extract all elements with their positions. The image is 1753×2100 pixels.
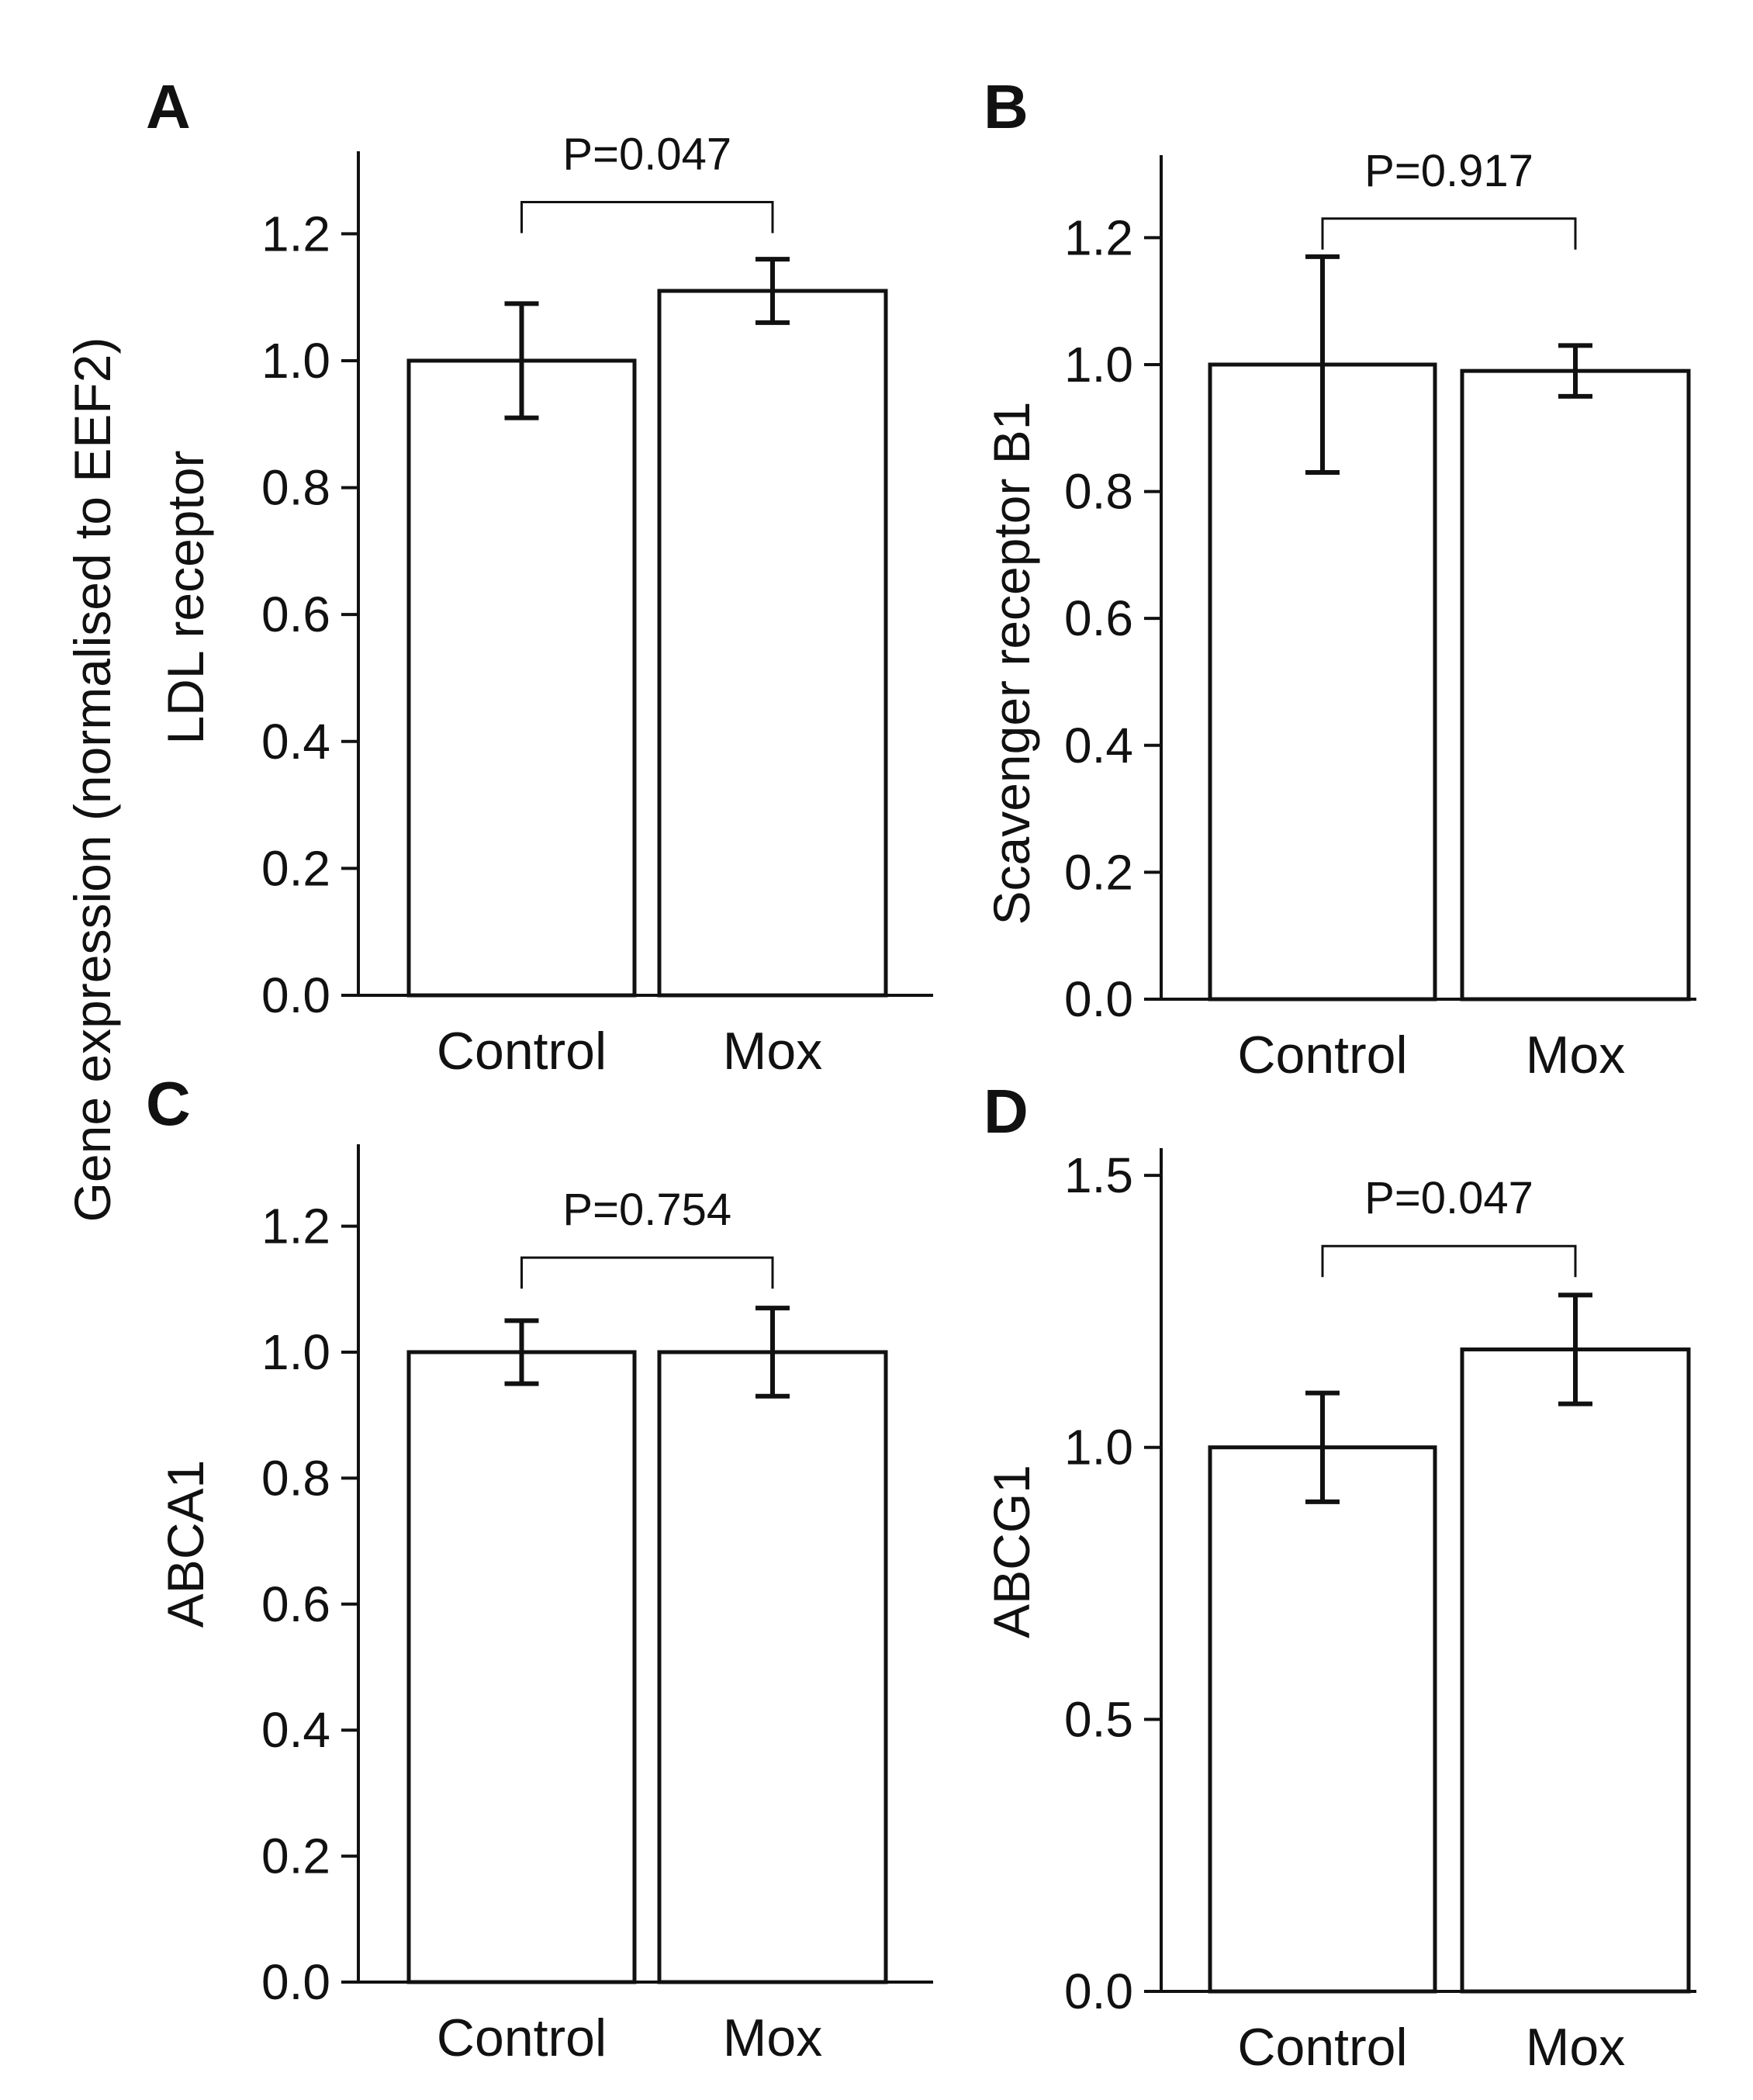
error-bar-d-mox (1558, 1292, 1592, 1406)
y-tick-label-b: 0.4 (1064, 718, 1133, 773)
x-tick-label-b-control: Control (1237, 1026, 1407, 1085)
bar-b-mox (1460, 368, 1691, 1002)
y-tick-label-a: 0.2 (261, 840, 330, 896)
significance-bracket-d (1321, 1244, 1577, 1278)
panel-letter-b: B (984, 72, 1029, 141)
x-tick-label-c-control: Control (437, 2008, 607, 2067)
y-tick-label-d: 1.5 (1064, 1147, 1133, 1203)
error-bar-c-mox (755, 1306, 790, 1399)
p-value-b: P=0.917 (1364, 146, 1533, 196)
bar-c-mox (657, 1350, 888, 1984)
panels: A LDL receptor 0.0 0.2 0.4 0.6 0.8 1.0 1.2 Contro… (146, 72, 1696, 2077)
error-bar-b-mox (1558, 343, 1592, 399)
y-axis-title-a: LDL receptor (157, 450, 214, 744)
p-value-d: P=0.047 (1364, 1173, 1533, 1223)
y-tick-label-b: 1.0 (1064, 337, 1133, 393)
x-tick-label-c-mox: Mox (723, 2008, 822, 2067)
y-tick-label-d: 1.0 (1064, 1420, 1133, 1476)
y-tick-label-b: 0.2 (1064, 844, 1133, 900)
y-axis-title-d: ABCG1 (983, 1465, 1040, 1638)
y-tick-label-c: 0.8 (261, 1450, 330, 1506)
bar-c-control (406, 1350, 637, 1984)
y-tick-label-a: 0.4 (261, 714, 330, 770)
significance-bracket-c (520, 1256, 774, 1289)
panel-letter-c: C (146, 1069, 191, 1138)
error-bar-a-mox (755, 257, 790, 325)
y-tick-label-b: 1.2 (1064, 209, 1133, 265)
significance-bracket-b (1321, 217, 1577, 250)
x-tick-label-d-mox: Mox (1526, 2018, 1625, 2077)
shared-y-axis-title: Gene expression (normalised to EEF2) (64, 337, 121, 1223)
y-tick-label-d: 0.5 (1064, 1691, 1133, 1747)
panel-letter-a: A (146, 72, 191, 141)
y-tick-label-d: 0.0 (1064, 1963, 1133, 2019)
bar-a-mox (657, 289, 888, 998)
y-tick-label-a: 1.2 (261, 206, 330, 261)
y-tick-label-c: 0.0 (261, 1954, 330, 2010)
x-tick-label-d-control: Control (1237, 2018, 1407, 2077)
y-tick-label-a: 0.6 (261, 586, 330, 642)
y-axis-title-b: Scavenger receptor B1 (983, 401, 1040, 925)
bar-d-mox (1460, 1347, 1691, 1994)
bar-d-control (1208, 1445, 1437, 1994)
error-bar-d-control (1305, 1390, 1340, 1504)
significance-bracket-a (520, 200, 774, 234)
y-tick-label-c: 1.0 (261, 1324, 330, 1380)
y-axis-title-c: ABCA1 (157, 1460, 214, 1628)
y-tick-label-a: 0.0 (261, 967, 330, 1023)
x-tick-label-a-control: Control (437, 1022, 607, 1081)
bar-a-control (406, 358, 637, 998)
p-value-c: P=0.754 (562, 1185, 731, 1235)
error-bar-a-control (504, 301, 539, 420)
y-tick-label-c: 0.2 (261, 1828, 330, 1884)
y-tick-label-b: 0.8 (1064, 464, 1133, 520)
error-bar-b-control (1305, 254, 1340, 476)
y-tick-label-a: 0.8 (261, 460, 330, 516)
y-tick-label-b: 0.0 (1064, 971, 1133, 1027)
y-tick-label-c: 0.4 (261, 1702, 330, 1758)
panel-a: A LDL receptor 0.0 0.2 0.4 0.6 0.8 1.0 1.2 Contro… (146, 72, 933, 1081)
panel-c: C ABCA1 0.0 0.2 0.4 0.6 0.8 1.0 1.2 Control Mox P=0… (146, 1069, 933, 2067)
x-tick-label-b-mox: Mox (1526, 1026, 1625, 1085)
y-tick-label-c: 1.2 (261, 1199, 330, 1254)
y-tick-label-b: 0.6 (1064, 590, 1133, 646)
panel-letter-d: D (984, 1077, 1029, 1146)
error-bar-c-control (504, 1318, 539, 1386)
panel-b: B Scavenger receptor B1 0.0 0.2 0.4 0.6 0.8 1.0… (983, 72, 1696, 1085)
x-tick-label-a-mox: Mox (723, 1022, 822, 1081)
y-tick-label-a: 1.0 (261, 333, 330, 389)
panel-d: D ABCG1 0.0 0.5 1.0 1.5 Control Mox P=0.047 (983, 1077, 1696, 2077)
p-value-a: P=0.047 (562, 129, 731, 179)
y-tick-label-c: 0.6 (261, 1576, 330, 1632)
